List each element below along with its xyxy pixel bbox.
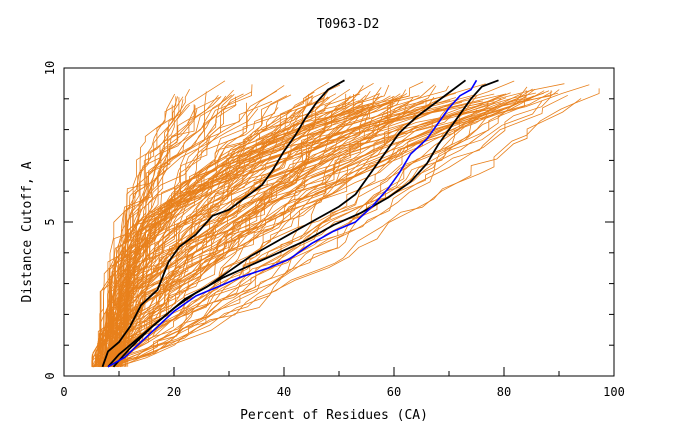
series-layer <box>101 79 499 368</box>
model-curve <box>103 94 527 368</box>
model-curve <box>109 89 407 367</box>
model-curve <box>92 90 545 368</box>
model-curves <box>91 80 600 368</box>
model-curve <box>99 97 457 367</box>
y-tick-label: 0 <box>43 372 57 379</box>
model-curve <box>117 88 536 368</box>
model-curve <box>108 93 176 367</box>
model-curve <box>116 98 525 368</box>
model-curve <box>115 84 590 367</box>
model-curve <box>100 102 364 368</box>
model-curve <box>101 90 278 367</box>
model-curve <box>102 96 435 368</box>
model-curve <box>102 107 279 367</box>
model-curve <box>105 94 568 368</box>
model-curve <box>105 93 408 368</box>
y-tick-label: 10 <box>43 61 57 75</box>
model-curve <box>125 95 474 367</box>
model-curve <box>116 97 507 368</box>
x-axis-label: Percent of Residues (CA) <box>240 408 428 423</box>
model-curve <box>99 92 511 368</box>
model-curve <box>96 83 565 367</box>
model-curve <box>116 102 489 367</box>
y-tick-label: 5 <box>43 218 57 225</box>
model-curve <box>115 99 412 367</box>
model-curve <box>116 109 325 367</box>
x-tick-label: 20 <box>167 385 181 399</box>
model-curve <box>93 98 582 368</box>
model-curve <box>102 90 552 368</box>
model-curve <box>119 97 414 368</box>
reference-series-line <box>101 79 345 368</box>
model-curve <box>97 84 341 367</box>
model-curve <box>104 86 528 368</box>
model-curve <box>104 85 437 367</box>
x-tick-label: 60 <box>387 385 401 399</box>
x-tick-label: 100 <box>603 385 625 399</box>
model-curve <box>110 96 220 367</box>
x-tick-label: 80 <box>497 385 511 399</box>
model-curve <box>92 108 491 368</box>
chart-title: T0963-D2 <box>317 17 380 32</box>
model-curve <box>105 91 252 367</box>
reference-series-line <box>112 79 499 368</box>
model-curve <box>105 84 253 367</box>
highlight-series-line <box>107 79 478 368</box>
model-curve <box>117 93 495 367</box>
axes: 0 20 40 60 80 100 0 5 10 <box>43 61 625 399</box>
model-curve <box>112 88 600 368</box>
model-curve <box>103 100 543 368</box>
model-curve <box>107 96 394 368</box>
x-tick-label: 0 <box>60 385 67 399</box>
x-tick-label: 40 <box>277 385 291 399</box>
model-curve <box>93 100 484 368</box>
model-curve <box>117 102 391 367</box>
y-axis-label: Distance Cutoff, A <box>20 161 35 302</box>
model-curve <box>100 93 381 368</box>
model-curve <box>104 95 395 367</box>
